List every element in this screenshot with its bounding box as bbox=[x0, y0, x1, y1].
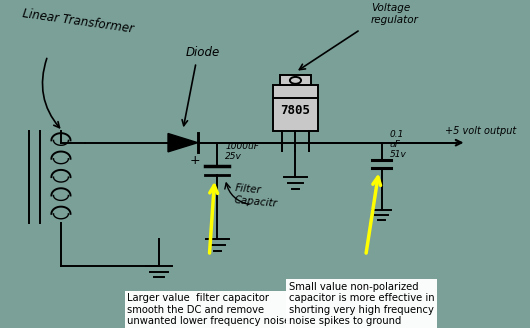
Text: 0.1
uF
51v: 0.1 uF 51v bbox=[390, 130, 407, 159]
Text: +5 volt output: +5 volt output bbox=[445, 126, 516, 136]
Text: +: + bbox=[189, 154, 200, 167]
Text: Linear Transformer: Linear Transformer bbox=[21, 7, 134, 36]
Text: 1000uF
25v: 1000uF 25v bbox=[225, 142, 259, 161]
Text: 7805: 7805 bbox=[280, 104, 311, 117]
Polygon shape bbox=[168, 133, 198, 152]
Bar bbox=[273, 85, 318, 131]
Text: Small value non-polarized
capacitor is more effective in
shorting very high freq: Small value non-polarized capacitor is m… bbox=[289, 281, 435, 326]
Text: Filter
Capacitr: Filter Capacitr bbox=[233, 183, 279, 209]
Bar bbox=[280, 75, 311, 85]
Text: Diode: Diode bbox=[186, 46, 220, 59]
Text: Larger value  filter capacitor
smooth the DC and remove
unwanted lower frequency: Larger value filter capacitor smooth the… bbox=[127, 293, 290, 326]
Text: Voltage
regulator: Voltage regulator bbox=[371, 3, 419, 25]
